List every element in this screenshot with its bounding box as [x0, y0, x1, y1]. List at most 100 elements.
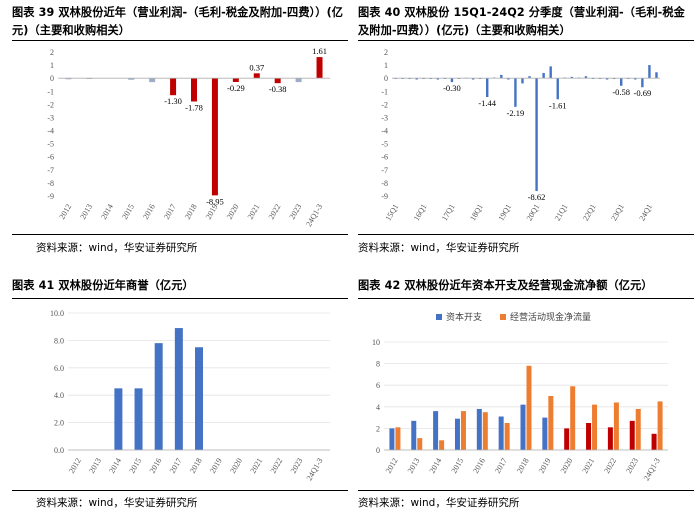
- bar-capex: [520, 404, 526, 450]
- bar-capex: [651, 433, 657, 450]
- bar: [655, 72, 658, 79]
- bar: [486, 78, 489, 98]
- data-label: -0.38: [269, 84, 287, 94]
- bar: [584, 76, 588, 79]
- bar-operating-cashflow: [548, 396, 554, 450]
- bar: [514, 78, 517, 107]
- chart-panel-40: 图表 40 双林股份 15Q1-24Q2 分季度（营业利润-（毛利-税金及附加-…: [358, 4, 694, 40]
- bar: [521, 78, 524, 84]
- bar-operating-cashflow: [460, 411, 466, 450]
- legend-swatch-opcf: [500, 314, 506, 320]
- bar: [415, 78, 418, 80]
- bar: [149, 78, 156, 83]
- data-label: -1.61: [549, 100, 567, 110]
- data-label: -1.30: [164, 96, 182, 106]
- data-label: -1.78: [185, 102, 203, 112]
- x-tick-label: 2019: [537, 457, 553, 475]
- data-label: -0.29: [227, 83, 245, 93]
- x-tick-label: 2020: [559, 457, 575, 475]
- y-tick-label: -5: [47, 140, 54, 149]
- bar-operating-cashflow: [526, 365, 532, 450]
- divider: [12, 234, 348, 235]
- bar: [134, 388, 143, 450]
- y-tick-label: 4.0: [54, 391, 64, 400]
- divider: [358, 298, 694, 299]
- chart-panel-39: 图表 39 双林股份近年（营业利润-（毛利-税金及附加-四费））(亿元)（主要和…: [12, 4, 348, 40]
- bar: [195, 347, 203, 450]
- bar-operating-cashflow: [570, 386, 576, 450]
- divider: [358, 40, 694, 41]
- data-label: -8.95: [206, 196, 224, 206]
- x-tick-label: 2021: [580, 457, 596, 475]
- y-tick-label: 10: [372, 338, 380, 347]
- y-tick-label: -3: [381, 113, 388, 122]
- y-tick-label: 6.0: [54, 364, 64, 373]
- bar: [114, 388, 123, 450]
- bar: [500, 74, 503, 79]
- x-tick-label: 2016: [471, 457, 487, 475]
- source-note: 资料来源：wind，华安证券研究所: [36, 497, 198, 509]
- bar-operating-cashflow: [482, 412, 488, 450]
- bar-capex: [542, 417, 548, 450]
- bar: [191, 78, 197, 102]
- bar: [549, 66, 552, 79]
- x-tick-label: 24Q1-3: [642, 457, 662, 483]
- source-note: 资料来源：wind，华安证券研究所: [358, 497, 520, 509]
- y-tick-label: 0: [384, 74, 388, 83]
- bar: [450, 78, 454, 83]
- y-tick-label: -9: [47, 192, 54, 201]
- bar: [295, 78, 302, 83]
- chart-panel-42: 图表 42 双林股份近年资本开支及经营现金流净额（亿元）: [358, 277, 694, 295]
- y-tick-label: 1: [384, 61, 388, 70]
- chart-39: 2 1 0 -1 -2 -3 -4 -5 -6 -7 -8 -9 -1.30-1.78 -8.95 -0.2…: [47, 46, 330, 228]
- bar-capex: [607, 427, 613, 450]
- bar: [128, 78, 135, 80]
- bar-operating-cashflow: [504, 423, 510, 450]
- chart-title: 图表 39 双林股份近年（营业利润-（毛利-税金及附加-四费））(亿元)（主要和…: [12, 6, 344, 37]
- bar: [605, 78, 609, 80]
- source-note: 资料来源：wind，华安证券研究所: [358, 242, 520, 254]
- data-label: -2.19: [507, 108, 525, 118]
- legend-label-capex: 资本开支: [446, 311, 482, 323]
- bar-capex: [389, 428, 395, 450]
- bar: [316, 57, 323, 79]
- bar: [65, 78, 72, 80]
- x-tick-label: 2012: [384, 457, 400, 475]
- data-label: 0.37: [249, 62, 264, 72]
- legend-swatch-capex: [436, 314, 442, 320]
- chart-title: 图表 40 双林股份 15Q1-24Q2 分季度（营业利润-（毛利-税金及附加-…: [358, 6, 685, 37]
- y-tick-label: -7: [47, 166, 54, 175]
- bar: [634, 78, 637, 80]
- bar-operating-cashflow: [395, 427, 401, 450]
- y-tick-label: 8: [376, 360, 380, 369]
- y-tick-label: -6: [381, 153, 388, 162]
- data-label: -0.58: [612, 87, 630, 97]
- divider: [12, 40, 348, 41]
- bar: [471, 78, 475, 80]
- x-tick-label: 2023: [624, 457, 640, 475]
- bar-capex: [498, 416, 504, 450]
- y-tick-label: 0: [50, 74, 54, 83]
- y-tick-label: 1: [50, 61, 54, 70]
- x-tick-label: 2018: [515, 457, 531, 475]
- y-tick-label: 2.0: [54, 419, 64, 428]
- data-label: -1.44: [478, 98, 496, 108]
- y-tick-label: -2: [381, 100, 388, 109]
- bar-operating-cashflow: [592, 404, 598, 450]
- data-label: -8.62: [528, 192, 546, 202]
- x-tick-label: 2022: [602, 457, 618, 475]
- y-tick-label: -3: [47, 113, 54, 122]
- bar-operating-cashflow: [613, 402, 619, 450]
- chart-40: 2 1 0 -1 -2 -3 -4 -5 -6 -7 -8 -9 -0.30 -1.44 -2.19 -8.6…: [381, 48, 660, 222]
- y-tick-label: 2: [50, 48, 54, 57]
- y-tick-label: -2: [47, 100, 54, 109]
- y-tick-label: -8: [381, 179, 388, 188]
- y-tick-label: -1: [47, 87, 54, 96]
- divider: [358, 490, 694, 491]
- bar-operating-cashflow: [439, 440, 445, 450]
- y-tick-label: 0.0: [54, 446, 64, 455]
- bar: [232, 78, 239, 82]
- divider: [358, 234, 694, 235]
